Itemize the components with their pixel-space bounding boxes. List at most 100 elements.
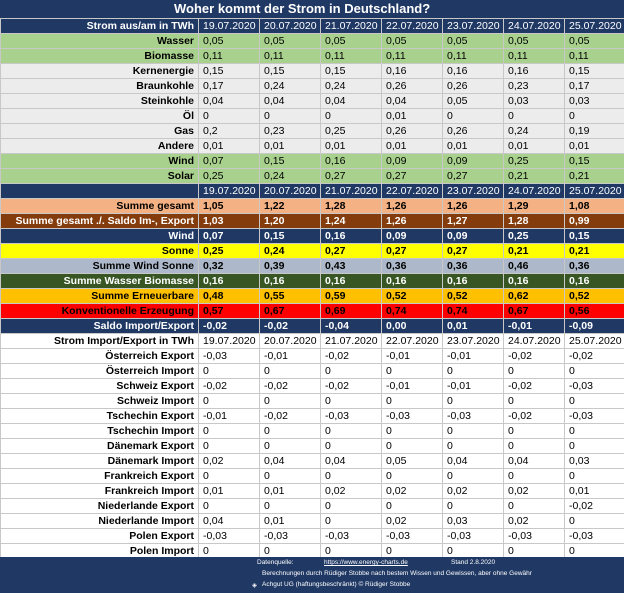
table-cell: 0	[259, 393, 321, 409]
table-cell: 0,15	[564, 63, 624, 79]
table-cell: 22.07.2020	[381, 18, 443, 34]
table-cell: 0,27	[320, 243, 382, 259]
row-label: Summe gesamt ./. Saldo Im-, Export	[0, 213, 199, 229]
table-cell: 0,2	[198, 123, 260, 139]
table-cell: 0,52	[564, 288, 624, 304]
table-cell: -0,03	[503, 528, 565, 544]
table-cell: 0,03	[564, 93, 624, 109]
table-row: Summe gesamt ./. Saldo Im-, Export 1,03 1,…	[0, 213, 624, 229]
table-cell: 0,55	[259, 288, 321, 304]
table-cell: 0,01	[564, 483, 624, 499]
table-cell: -0,02	[320, 348, 382, 364]
table-cell: 0	[198, 468, 260, 484]
table-cell: 1,08	[564, 198, 624, 214]
table-cell: 0,36	[564, 258, 624, 274]
row-label	[0, 183, 199, 199]
table-cell: 0,01	[198, 483, 260, 499]
table-cell: 0	[381, 423, 443, 439]
table-row: Schweiz Import 0 0 0 0 0 0 0	[0, 393, 624, 409]
table-cell: 0,02	[381, 483, 443, 499]
table-cell: 0,39	[259, 258, 321, 274]
row-label: Strom aus/am in TWh	[0, 18, 199, 34]
source-label: Datenquelle:	[257, 559, 294, 566]
table-cell: 0,11	[198, 48, 260, 64]
table-cell: -0,03	[442, 408, 504, 424]
table-cell: 0,57	[198, 303, 260, 319]
table-cell: -0,01	[503, 318, 565, 334]
table-cell: 0,23	[259, 123, 321, 139]
table-cell: 0,56	[564, 303, 624, 319]
disclaimer-text: Berechnungen durch Rüdiger Stobbe nach b…	[262, 570, 532, 577]
table-cell: 19.07.2020	[198, 183, 260, 199]
table-cell: 0	[259, 438, 321, 454]
table-cell: 0,03	[564, 453, 624, 469]
table-cell: 0	[503, 393, 565, 409]
table-cell: 0	[442, 423, 504, 439]
table-cell: 0,11	[442, 48, 504, 64]
table-cell: 20.07.2020	[259, 333, 321, 349]
table-cell: 0,25	[198, 168, 260, 184]
table-row: Öl 0 0 0 0,01 0 0 0	[0, 108, 624, 124]
table-cell: 0	[564, 108, 624, 124]
table-cell: -0,02	[503, 378, 565, 394]
table-cell: 0	[503, 543, 565, 559]
table-cell: 0	[320, 393, 382, 409]
table-cell: 0,67	[503, 303, 565, 319]
table-cell: 1,29	[503, 198, 565, 214]
table-cell: 0,23	[503, 78, 565, 94]
table-cell: 0,05	[381, 33, 443, 49]
table-cell: 1,26	[381, 198, 443, 214]
table-cell: 0	[442, 438, 504, 454]
row-label: Schweiz Export	[0, 378, 199, 394]
table-cell: -0,03	[564, 408, 624, 424]
table-cell: -0,03	[259, 528, 321, 544]
table-cell: 21.07.2020	[320, 18, 382, 34]
table-cell: -0,02	[320, 378, 382, 394]
table-cell: 0,01	[442, 138, 504, 154]
table-row: Dänemark Import 0,02 0,04 0,04 0,05 0,04 0,04 0…	[0, 453, 624, 469]
row-label: Andere	[0, 138, 199, 154]
table-cell: 0,25	[503, 153, 565, 169]
table-cell: 0,16	[503, 273, 565, 289]
table-cell: 0	[320, 423, 382, 439]
row-label: Österreich Import	[0, 363, 199, 379]
table-cell: 0,16	[320, 273, 382, 289]
row-label: Dänemark Import	[0, 453, 199, 469]
row-label: Solar	[0, 168, 199, 184]
table-row: Andere 0,01 0,01 0,01 0,01 0,01 0,01 0,01	[0, 138, 624, 154]
table-cell: 0,01	[564, 138, 624, 154]
table-cell: 0,03	[442, 513, 504, 529]
row-label: Biomasse	[0, 48, 199, 64]
table-cell: 0	[564, 543, 624, 559]
table-cell: 0,04	[442, 453, 504, 469]
table-row: Dänemark Export 0 0 0 0 0 0 0	[0, 438, 624, 454]
table-cell: -0,03	[381, 408, 443, 424]
table-cell: 23.07.2020	[442, 183, 504, 199]
table-cell: 0,04	[320, 453, 382, 469]
table-cell: 0,09	[381, 228, 443, 244]
table-cell: 0,04	[381, 93, 443, 109]
table-cell: 0,16	[442, 63, 504, 79]
table-cell: 0,02	[503, 483, 565, 499]
row-label: Wasser	[0, 33, 199, 49]
table-cell: 0,46	[503, 258, 565, 274]
table-cell: 0,27	[442, 243, 504, 259]
source-link[interactable]: https://www.energy-charts.de	[324, 559, 408, 566]
table-cell: 0,05	[442, 93, 504, 109]
table-cell: 0,16	[564, 273, 624, 289]
table-cell: 0,01	[381, 108, 443, 124]
table-row: Wind 0,07 0,15 0,16 0,09 0,09 0,25 0,15	[0, 228, 624, 244]
table-cell: 0	[442, 108, 504, 124]
table-row: Konventionelle Erzeugung 0,57 0,67 0,69 0,74…	[0, 303, 624, 319]
row-label: Frankreich Export	[0, 468, 199, 484]
table-row: Gas 0,2 0,23 0,25 0,26 0,26 0,24 0,19	[0, 123, 624, 139]
table-cell: 0	[564, 438, 624, 454]
table-cell: 0,17	[564, 78, 624, 94]
table-cell: 0	[442, 363, 504, 379]
row-label: Niederlande Import	[0, 513, 199, 529]
table-row: Solar 0,25 0,24 0,27 0,27 0,27 0,21 0,21	[0, 168, 624, 184]
table-cell: 0	[320, 363, 382, 379]
table-row: Summe Erneuerbare 0,48 0,55 0,59 0,52 0,52 0,6…	[0, 288, 624, 304]
table-cell: 0,74	[381, 303, 443, 319]
table-cell: -0,01	[198, 408, 260, 424]
